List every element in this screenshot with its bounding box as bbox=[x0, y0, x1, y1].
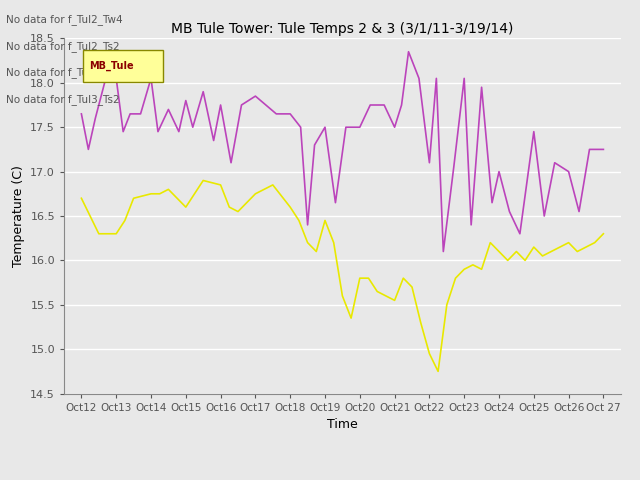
Tul2_Ts-8 bbox=[426, 351, 433, 357]
Tul3_Ts-8 bbox=[126, 111, 134, 117]
Tul2_Ts-8 bbox=[435, 369, 442, 374]
Text: No data for f_Tul3_Ts2: No data for f_Tul3_Ts2 bbox=[6, 94, 120, 105]
Tul2_Ts-8 bbox=[182, 204, 189, 210]
Tul2_Ts-8 bbox=[312, 249, 320, 254]
Tul3_Ts-8 bbox=[189, 124, 196, 130]
Tul3_Ts-8 bbox=[77, 111, 85, 117]
Tul2_Ts-8 bbox=[417, 320, 424, 325]
Tul2_Ts-8 bbox=[469, 262, 477, 268]
Tul2_Ts-8 bbox=[77, 195, 85, 201]
Y-axis label: Temperature (C): Temperature (C) bbox=[12, 165, 25, 267]
Tul2_Ts-8 bbox=[200, 178, 207, 183]
Tul3_Ts-8 bbox=[600, 146, 607, 152]
Tul3_Ts-8 bbox=[586, 146, 593, 152]
Tul3_Ts-8 bbox=[440, 249, 447, 254]
Tul3_Ts-8 bbox=[551, 160, 559, 166]
X-axis label: Time: Time bbox=[327, 418, 358, 431]
Line: Tul3_Ts-8: Tul3_Ts-8 bbox=[81, 52, 604, 252]
Text: No data for f_Tul3_Tw4: No data for f_Tul3_Tw4 bbox=[6, 67, 123, 78]
Tul2_Ts-8 bbox=[600, 231, 607, 237]
Tul3_Ts-8 bbox=[164, 107, 172, 112]
Text: No data for f_Tul2_Tw4: No data for f_Tul2_Tw4 bbox=[6, 14, 123, 25]
Tul2_Ts-8 bbox=[399, 275, 407, 281]
Line: Tul2_Ts-8: Tul2_Ts-8 bbox=[81, 180, 604, 372]
Tul3_Ts-8 bbox=[404, 49, 412, 55]
Text: MB_Tule: MB_Tule bbox=[90, 61, 134, 72]
Text: No data for f_Tul2_Ts2: No data for f_Tul2_Ts2 bbox=[6, 41, 120, 52]
Title: MB Tule Tower: Tule Temps 2 & 3 (3/1/11-3/19/14): MB Tule Tower: Tule Temps 2 & 3 (3/1/11-… bbox=[172, 22, 513, 36]
Legend: Tul2_Ts-8, Tul3_Ts-8: Tul2_Ts-8, Tul3_Ts-8 bbox=[231, 478, 454, 480]
Tul3_Ts-8 bbox=[262, 102, 269, 108]
